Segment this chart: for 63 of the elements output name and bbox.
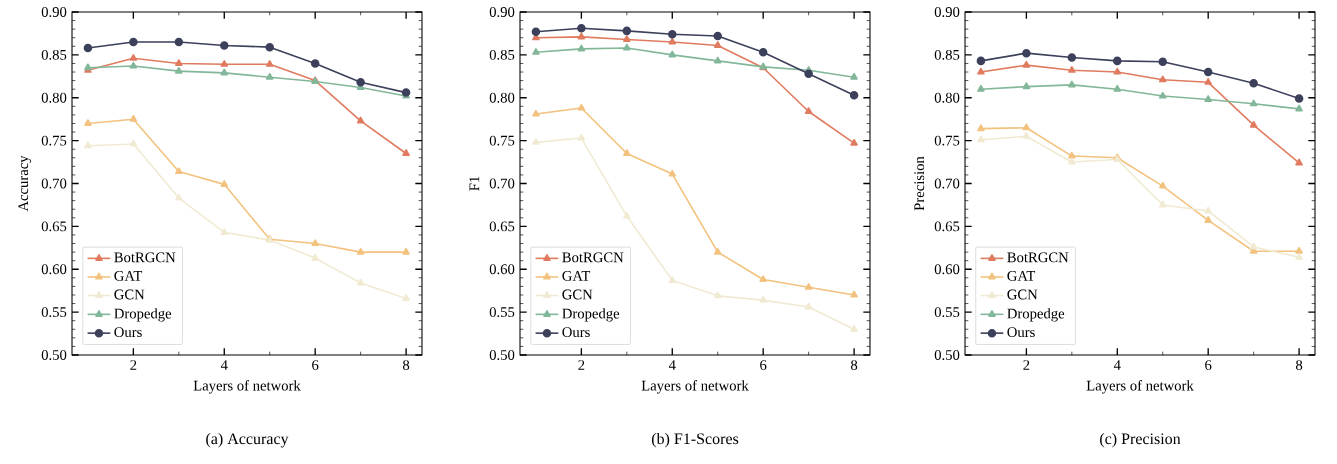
y-tick-label: 0.65 [489, 221, 515, 232]
y-tick-label: 0.80 [934, 92, 960, 103]
y-tick-label: 0.65 [41, 221, 67, 232]
y-tick-label: 0.75 [489, 135, 515, 146]
y-tick-label: 0.50 [41, 350, 67, 360]
x-tick-label: 6 [312, 360, 319, 371]
text: (c) Precision [1100, 432, 1181, 448]
x-tick-label: 8 [402, 360, 410, 371]
y-tick-label: 0.75 [41, 135, 67, 146]
y-tick-label: 0.90 [934, 7, 960, 17]
legend-label: Dropedge [562, 308, 620, 322]
legend-label: GAT [114, 271, 143, 281]
legend-label: GAT [1007, 271, 1036, 281]
y-tick-label: 0.90 [489, 7, 515, 17]
text: (a) Accuracy [206, 432, 289, 448]
legend-label: BotRGCN [562, 252, 624, 263]
y-tick-label: 0.60 [934, 264, 960, 275]
x-tick-label: 2 [1023, 360, 1030, 370]
x-tick-label: 6 [760, 360, 767, 371]
legend-label: Ours [562, 327, 590, 338]
legend-label: Ours [114, 327, 142, 338]
y-tick-label: 0.70 [934, 178, 960, 189]
x-axis-title: Layers of network [641, 380, 749, 394]
y-tick-label: 0.50 [489, 350, 515, 360]
y-tick-label: 0.65 [934, 221, 960, 232]
legend-label: GAT [562, 271, 591, 281]
y-axis-title: Accuracy [18, 155, 32, 212]
text: (b) F1-Scores [651, 432, 739, 448]
x-tick-label: 2 [130, 360, 137, 370]
y-tick-label: 0.55 [489, 307, 515, 318]
y-tick-label: 0.70 [489, 178, 515, 189]
y-tick-label: 0.70 [41, 178, 67, 189]
y-tick-label: 0.60 [489, 264, 515, 275]
x-tick-label: 4 [1113, 360, 1121, 370]
legend-label: BotRGCN [1007, 252, 1069, 263]
x-axis-title: Layers of network [1086, 380, 1194, 394]
x-tick-label: 2 [578, 360, 585, 370]
x-tick-label: 4 [220, 360, 228, 370]
y-tick-label: 0.80 [41, 92, 67, 103]
y-tick-label: 0.55 [934, 307, 960, 318]
legend-label: GCN [1007, 289, 1038, 300]
legend-label: Dropedge [1007, 308, 1065, 322]
y-tick-label: 0.75 [934, 135, 960, 146]
x-tick-label: 6 [1205, 360, 1212, 371]
y-axis-title: Precision [914, 156, 925, 211]
y-tick-label: 0.90 [41, 7, 67, 17]
y-tick-label: 0.55 [41, 307, 67, 318]
legend-label: Dropedge [114, 308, 172, 322]
y-tick-label: 0.85 [41, 49, 67, 60]
y-tick-label: 0.60 [41, 264, 67, 275]
y-tick-label: 0.85 [934, 49, 960, 60]
legend-label: Ours [1007, 327, 1035, 338]
y-axis-title: F1 [469, 176, 480, 191]
legend-label: GCN [562, 289, 593, 300]
y-tick-label: 0.50 [934, 350, 960, 360]
x-axis-title: Layers of network [193, 380, 301, 394]
y-tick-label: 0.80 [489, 92, 515, 103]
legend-label: GCN [114, 289, 145, 300]
x-tick-label: 4 [668, 360, 676, 370]
legend-label: BotRGCN [114, 252, 176, 263]
x-tick-label: 8 [1295, 360, 1303, 371]
y-tick-label: 0.85 [489, 49, 515, 60]
x-tick-label: 8 [850, 360, 858, 371]
